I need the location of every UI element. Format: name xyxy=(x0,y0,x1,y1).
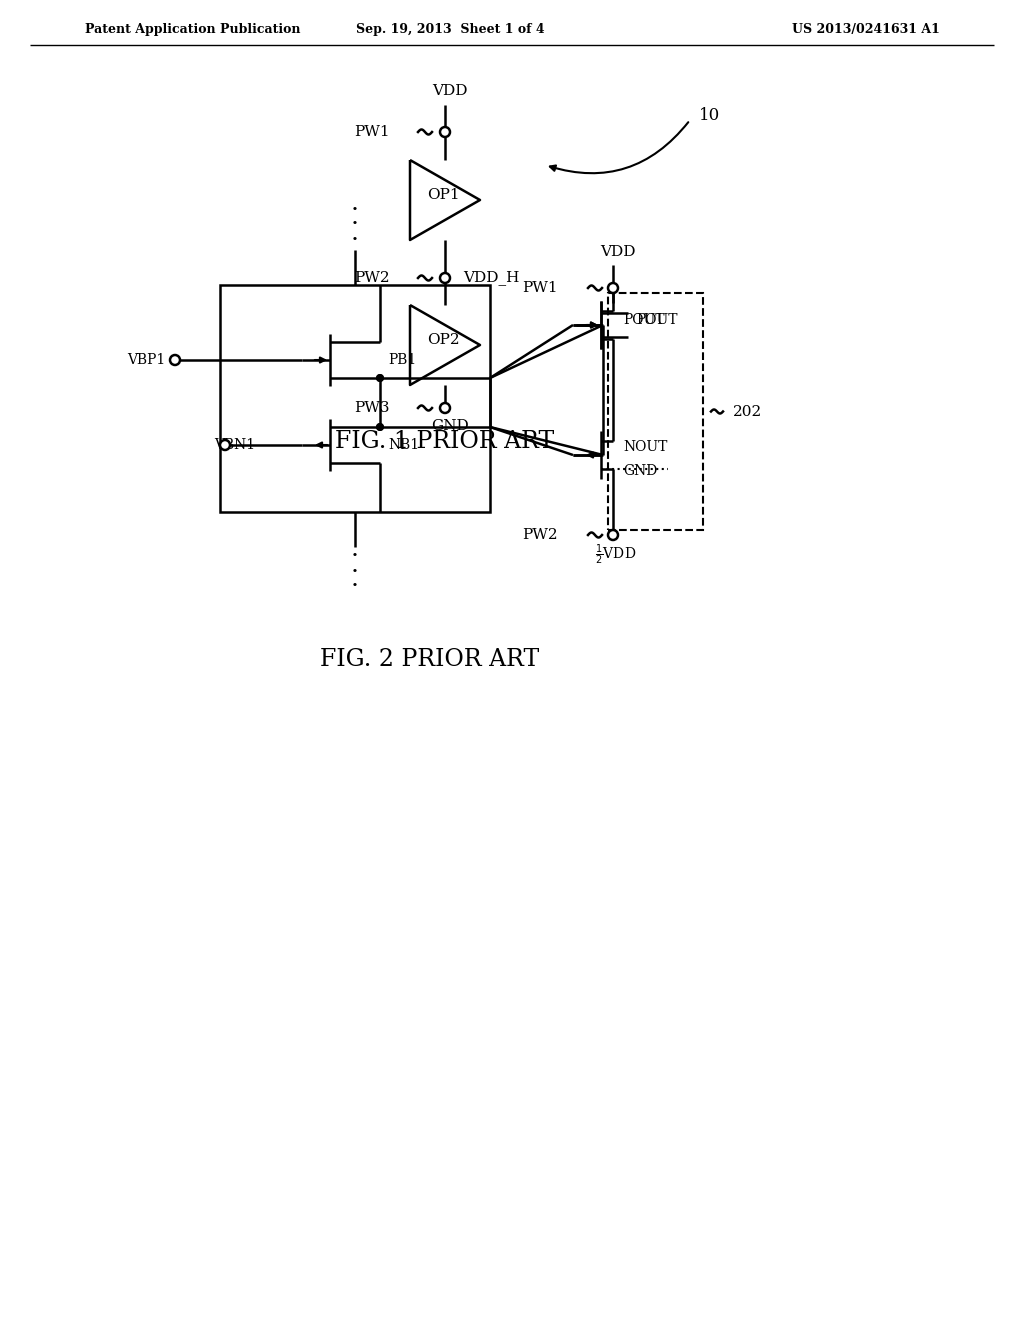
Circle shape xyxy=(376,374,384,381)
Text: PB1: PB1 xyxy=(388,352,416,367)
Text: VDD: VDD xyxy=(600,246,636,259)
Text: NOUT: NOUT xyxy=(623,440,668,454)
Text: ·: · xyxy=(351,545,359,569)
Text: 202: 202 xyxy=(733,404,762,418)
Text: $\frac{1}{2}$VDD: $\frac{1}{2}$VDD xyxy=(595,543,637,568)
Text: VDD: VDD xyxy=(432,84,468,98)
Circle shape xyxy=(376,374,384,381)
Text: PW2: PW2 xyxy=(354,271,390,285)
Bar xyxy=(608,293,703,531)
Text: VDD_H: VDD_H xyxy=(463,271,519,285)
Text: PW2: PW2 xyxy=(522,528,558,543)
Text: ·: · xyxy=(351,198,359,222)
Text: FIG. 1 PRIOR ART: FIG. 1 PRIOR ART xyxy=(336,430,555,454)
Text: GND: GND xyxy=(623,465,657,478)
Text: US 2013/0241631 A1: US 2013/0241631 A1 xyxy=(793,24,940,37)
Circle shape xyxy=(608,531,618,540)
Circle shape xyxy=(440,273,450,282)
Text: ·: · xyxy=(351,228,359,252)
Circle shape xyxy=(440,403,450,413)
Text: ·: · xyxy=(351,576,359,598)
Text: OP2: OP2 xyxy=(427,333,460,347)
Text: POUT: POUT xyxy=(636,313,678,327)
Text: PW1: PW1 xyxy=(522,281,558,294)
Text: PW1: PW1 xyxy=(354,125,390,139)
Text: NB1: NB1 xyxy=(388,438,419,451)
Text: 10: 10 xyxy=(699,107,721,124)
Text: PW3: PW3 xyxy=(354,401,390,414)
Text: VBN1: VBN1 xyxy=(214,438,255,451)
Bar xyxy=(220,285,490,512)
Text: FIG. 2 PRIOR ART: FIG. 2 PRIOR ART xyxy=(321,648,540,672)
Text: ·: · xyxy=(351,214,359,236)
Text: POUT: POUT xyxy=(623,313,665,327)
Text: Patent Application Publication: Patent Application Publication xyxy=(85,24,300,37)
Text: VBP1: VBP1 xyxy=(127,352,165,367)
Text: OP1: OP1 xyxy=(427,187,460,202)
Text: Sep. 19, 2013  Sheet 1 of 4: Sep. 19, 2013 Sheet 1 of 4 xyxy=(355,24,545,37)
Circle shape xyxy=(170,355,180,366)
Text: ·: · xyxy=(351,561,359,583)
Circle shape xyxy=(220,440,230,450)
Circle shape xyxy=(608,282,618,293)
Circle shape xyxy=(376,422,384,432)
Circle shape xyxy=(376,422,384,432)
Circle shape xyxy=(440,127,450,137)
Text: GND: GND xyxy=(431,418,469,433)
